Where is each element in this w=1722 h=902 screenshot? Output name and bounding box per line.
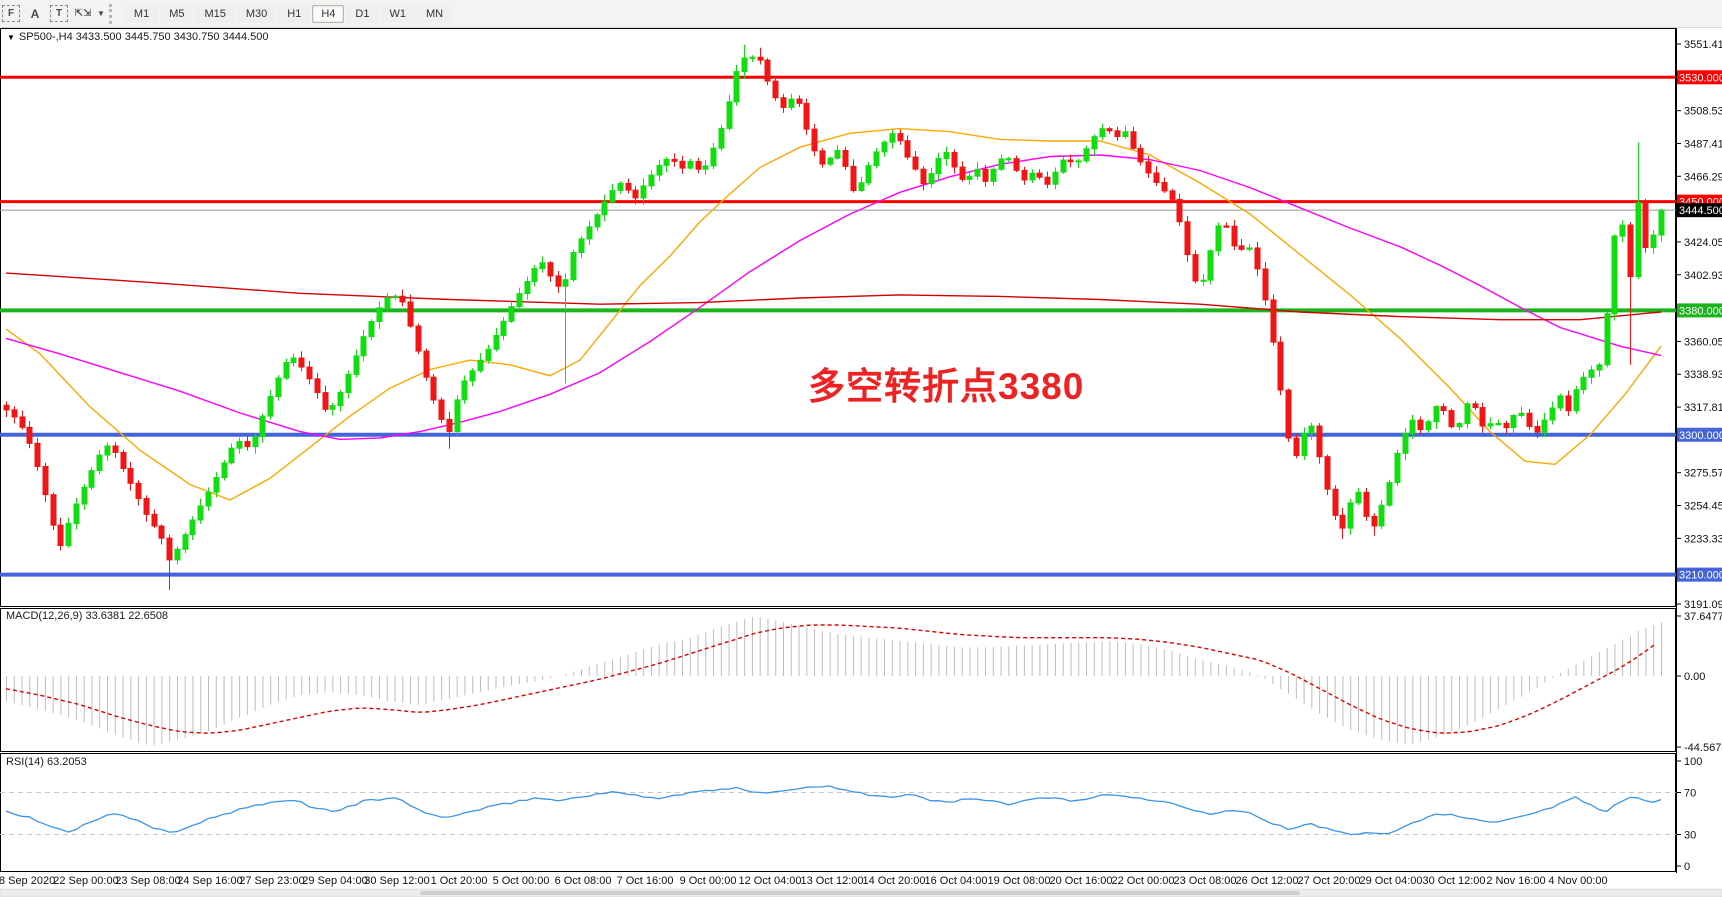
svg-text:100: 100 <box>1684 756 1702 768</box>
panel-frames <box>0 28 1676 872</box>
text-label-icon[interactable]: A <box>30 6 40 21</box>
svg-text:3424.050: 3424.050 <box>1684 237 1722 249</box>
svg-text:9 Oct 00:00: 9 Oct 00:00 <box>680 875 737 887</box>
svg-text:24 Sep 16:00: 24 Sep 16:00 <box>177 875 242 887</box>
svg-text:0.00: 0.00 <box>1684 671 1705 683</box>
rsi-scale: 100 70 30 0 <box>1676 756 1702 873</box>
svg-text:23 Sep 08:00: 23 Sep 08:00 <box>115 875 180 887</box>
svg-text:23 Oct 08:00: 23 Oct 08:00 <box>1174 875 1237 887</box>
timeframe-button-d1[interactable]: D1 <box>346 4 379 23</box>
svg-text:2 Nov 16:00: 2 Nov 16:00 <box>1486 875 1545 887</box>
svg-text:18 Sep 2020: 18 Sep 2020 <box>0 875 55 887</box>
moving-average-fast-lwma-orange <box>5 127 1662 501</box>
svg-text:19 Oct 08:00: 19 Oct 08:00 <box>988 875 1051 887</box>
price-axis: 3551.410 3508.530 3487.410 3466.290 3424.050… <box>1676 28 1722 873</box>
svg-text:3466.290: 3466.290 <box>1684 171 1722 183</box>
svg-text:3317.810: 3317.810 <box>1684 402 1722 414</box>
macd-signal-line <box>5 624 1657 734</box>
svg-text:3275.570: 3275.570 <box>1684 468 1722 480</box>
svg-text:3508.530: 3508.530 <box>1684 106 1722 118</box>
svg-text:3210.000: 3210.000 <box>1679 570 1722 582</box>
macd-indicator-label: MACD(12,26,9) 33.6381 22.6508 <box>6 610 169 622</box>
macd-scale: 37.6477 0.00 -44.5673 <box>1676 611 1722 754</box>
svg-text:37.6477: 37.6477 <box>1684 611 1722 623</box>
symbol-ohlc-text: SP500-,H4 3433.500 3445.750 3430.750 344… <box>18 31 269 43</box>
svg-text:26 Oct 12:00: 26 Oct 12:00 <box>1236 875 1299 887</box>
svg-text:30 Sep 12:00: 30 Sep 12:00 <box>364 875 429 887</box>
svg-text:3360.050: 3360.050 <box>1684 336 1722 348</box>
timeframe-button-m5[interactable]: M5 <box>160 4 194 23</box>
cursor-arrows-icon[interactable]: ⇱⇲ <box>74 8 92 19</box>
svg-text:-44.5673: -44.5673 <box>1684 742 1722 754</box>
rsi-indicator-label: RSI(14) 63.2053 <box>6 756 87 768</box>
horizontal-price-lines <box>0 75 1676 577</box>
candlesticks[interactable] <box>3 44 1665 591</box>
chevron-down-icon[interactable]: ▼ <box>7 33 15 42</box>
macd-histogram <box>6 616 1663 746</box>
svg-text:5 Oct 00:00: 5 Oct 00:00 <box>493 875 550 887</box>
svg-text:12 Oct 04:00: 12 Oct 04:00 <box>739 875 802 887</box>
timeframe-button-h4[interactable]: H4 <box>312 4 345 23</box>
svg-text:29 Sep 04:00: 29 Sep 04:00 <box>302 875 367 887</box>
svg-text:3300.000: 3300.000 <box>1679 430 1722 442</box>
svg-text:6 Oct 08:00: 6 Oct 08:00 <box>555 875 612 887</box>
timeframe-button-w1[interactable]: W1 <box>380 4 415 23</box>
chevron-down-icon[interactable]: ▼ <box>97 9 105 18</box>
svg-text:0: 0 <box>1684 861 1690 873</box>
svg-text:20 Oct 16:00: 20 Oct 16:00 <box>1050 875 1113 887</box>
svg-text:3254.450: 3254.450 <box>1684 501 1722 513</box>
chart-area[interactable]: 3551.410 3508.530 3487.410 3466.290 3424.050… <box>0 28 1722 898</box>
svg-text:30 Oct 12:00: 30 Oct 12:00 <box>1423 875 1486 887</box>
svg-text:1 Oct 20:00: 1 Oct 20:00 <box>431 875 488 887</box>
svg-text:70: 70 <box>1684 788 1696 800</box>
svg-text:3338.930: 3338.930 <box>1684 369 1722 381</box>
timeframe-button-m30[interactable]: M30 <box>236 4 277 23</box>
toolbar: F A T ⇱⇲ ▼ M1 M5 M15 M30 H1 H4 D1 W1 MN <box>0 0 1722 28</box>
svg-text:3487.410: 3487.410 <box>1684 138 1722 150</box>
svg-text:16 Oct 04:00: 16 Oct 04:00 <box>925 875 988 887</box>
timeframe-button-m1[interactable]: M1 <box>124 4 159 23</box>
timeframe-button-h1[interactable]: H1 <box>278 4 311 23</box>
svg-text:27 Sep 23:00: 27 Sep 23:00 <box>239 875 304 887</box>
chart-canvas[interactable]: 3551.410 3508.530 3487.410 3466.290 3424.050… <box>0 28 1722 898</box>
svg-text:3191.090: 3191.090 <box>1684 599 1722 611</box>
svg-text:3233.330: 3233.330 <box>1684 533 1722 545</box>
svg-text:4 Nov 00:00: 4 Nov 00:00 <box>1548 875 1607 887</box>
text-box-icon[interactable]: T <box>50 5 68 22</box>
chart-shift-icon[interactable]: F <box>2 5 20 22</box>
timeframe-button-m15[interactable]: M15 <box>195 4 235 23</box>
timeframe-button-mn[interactable]: MN <box>416 4 453 23</box>
svg-text:3402.930: 3402.930 <box>1684 270 1722 282</box>
svg-text:27 Oct 20:00: 27 Oct 20:00 <box>1298 875 1361 887</box>
chart-symbol-header[interactable]: ▼ SP500-,H4 3433.500 3445.750 3430.750 34… <box>7 31 268 43</box>
svg-text:3380.000: 3380.000 <box>1679 305 1722 317</box>
svg-text:7 Oct 16:00: 7 Oct 16:00 <box>617 875 674 887</box>
svg-text:3444.500: 3444.500 <box>1679 205 1722 217</box>
svg-text:29 Oct 04:00: 29 Oct 04:00 <box>1360 875 1423 887</box>
rsi-line <box>5 785 1662 836</box>
svg-text:3530.000: 3530.000 <box>1679 72 1722 84</box>
toolbar-grip <box>108 3 120 24</box>
svg-text:22 Oct 00:00: 22 Oct 00:00 <box>1112 875 1175 887</box>
svg-text:22 Sep 00:00: 22 Sep 00:00 <box>53 875 118 887</box>
svg-text:13 Oct 12:00: 13 Oct 12:00 <box>801 875 864 887</box>
svg-text:14 Oct 20:00: 14 Oct 20:00 <box>863 875 926 887</box>
horizontal-scrollbar[interactable] <box>0 888 1722 898</box>
svg-text:3551.410: 3551.410 <box>1684 39 1722 51</box>
price-line-badges: 3530.0003450.0003444.5003380.0003300.000… <box>1677 70 1722 582</box>
rsi-level-lines <box>0 792 1676 835</box>
moving-average-mid-sma-magenta <box>5 154 1662 441</box>
chart-annotation-text: 多空转折点3380 <box>808 366 1085 407</box>
svg-text:30: 30 <box>1684 830 1696 842</box>
moving-average-slow-sma-darkred <box>5 272 1662 321</box>
